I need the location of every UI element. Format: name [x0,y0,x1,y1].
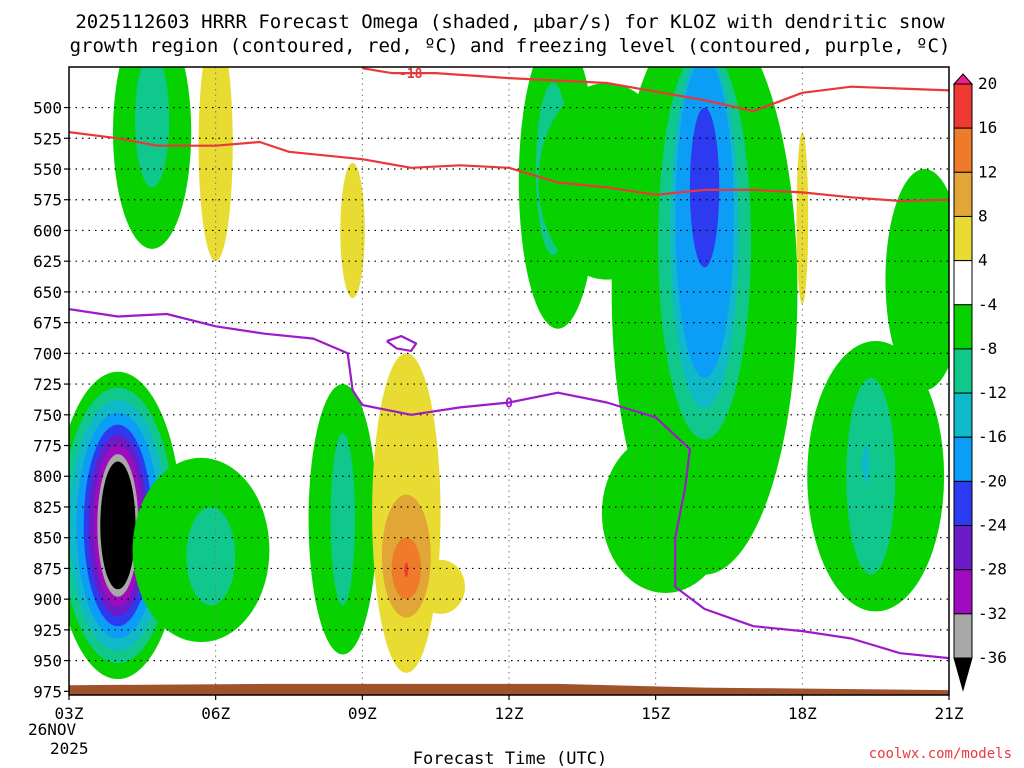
x-axis-tick-label: 03Z [55,704,84,723]
region-descent-0430z [198,67,233,262]
region-ascent-0400z [135,67,170,188]
colorbar-tick-label: -20 [978,471,1007,490]
colorbar-tick-label: -12 [978,383,1007,402]
colorbar-tick-label: -4 [978,295,997,314]
x-axis-tick-label: 09Z [348,704,377,723]
x-axis-tick-label: 12Z [495,704,524,723]
colorbar: 20 16 12 8 4 -4 -8 -12 -16 -20 -24 -28 -32 -36 [952,73,1007,692]
y-axis-tick-label: 900 [33,590,62,609]
y-axis-tick-label: 525 [33,129,62,148]
x-axis-tick-label: 18Z [788,704,817,723]
x-axis: 03Z 06Z 09Z 12Z 15Z 18Z 21Z [55,695,964,723]
colorbar-tick-label: 20 [978,74,997,93]
colorbar-top-arrow [952,73,974,85]
dgz-contour-line [69,131,949,203]
y-axis: 500 525 550 575 600 625 650 675 700 725 750 775 800 8… [33,99,69,701]
region-strong-ascent-03z [100,461,136,590]
y-axis-tick-label: 700 [33,344,62,363]
colorbar-tick-label: -32 [978,604,1007,623]
colorbar-bin [953,613,973,659]
colorbar-bin [953,215,973,262]
region-ascent-1930z [861,445,870,483]
colorbar-tick-label: -36 [978,648,1007,667]
chart-title-line-1: 2025112603 HRRR Forecast Omega (shaded, … [75,11,945,33]
y-axis-tick-label: 925 [33,621,62,640]
colorbar-bin [953,436,973,482]
y-axis-tick-label: 775 [33,437,62,456]
freezing-level-line [69,308,949,660]
y-axis-tick-label: 750 [33,406,62,425]
terrain-fill [69,683,949,695]
colorbar-bin [953,260,973,306]
y-axis-tick-label: 975 [33,682,62,701]
region-max-ascent-16z [689,107,720,268]
region-ascent-20z-upper [885,169,949,391]
colorbar-bin [953,525,973,571]
colorbar-bin [953,127,973,173]
x-axis-tick-label: 21Z [935,704,964,723]
colorbar-bottom-arrow [953,657,973,692]
temperature-contours: -18 0 [69,67,949,660]
colorbar-tick-label: -16 [978,427,1007,446]
colorbar-bin [953,83,973,129]
chart-title-line-2: growth region (contoured, red, ºC) and f… [70,35,951,57]
date-label-year: 2025 [50,739,89,758]
freezing-level-island [386,335,418,352]
y-axis-tick-label: 675 [33,314,62,333]
colorbar-bin [953,569,973,615]
y-axis-tick-label: 650 [33,283,62,302]
chart-title: 2025112603 HRRR Forecast Omega (shaded, … [70,11,951,57]
y-axis-tick-label: 875 [33,559,62,578]
date-label-day: 26NOV [28,720,77,739]
credit-label: coolwx.com/models [869,746,1012,762]
region-descent-18z [796,132,809,305]
y-axis-tick-label: 825 [33,498,62,517]
dgz-contour-line [362,67,949,113]
colorbar-bin [953,480,973,527]
colorbar-tick-label: -24 [978,516,1007,535]
colorbar-bin [953,171,973,217]
omega-shading [69,67,949,679]
region-descent-0930z [340,162,365,299]
colorbar-bin [953,304,973,350]
region-descent-10z [404,562,409,578]
colorbar-tick-label: -8 [978,339,997,358]
x-axis-tick-label: 15Z [641,704,670,723]
region-ascent-0430z [186,506,236,606]
colorbar-tick-label: 8 [978,206,988,225]
colorbar-tick-label: 16 [978,118,997,137]
y-axis-tick-label: 600 [33,221,62,240]
y-axis-tick-label: 500 [33,99,62,118]
region-ascent-0830z [330,433,355,606]
colorbar-bin [953,392,973,438]
x-axis-tick-label: 06Z [201,704,230,723]
plot-area: -18 0 [69,67,949,695]
y-axis-tick-label: 800 [33,467,62,486]
y-axis-tick-label: 575 [33,191,62,210]
colorbar-tick-label: 4 [978,251,988,270]
colorbar-bin [953,348,973,394]
freezing-level-label: 0 [505,396,513,411]
colorbar-tick-label: -28 [978,560,1007,579]
y-axis-tick-label: 625 [33,252,62,271]
y-axis-tick-label: 550 [33,160,62,179]
dgz-contour-label: -18 [399,67,423,82]
y-axis-tick-label: 725 [33,375,62,394]
y-axis-tick-label: 950 [33,652,62,671]
x-axis-label: Forecast Time (UTC) [413,749,607,768]
region-ascent-1930z [846,377,896,575]
grid-lines [69,67,949,695]
y-axis-tick-label: 850 [33,529,62,548]
colorbar-tick-label: 12 [978,162,997,181]
